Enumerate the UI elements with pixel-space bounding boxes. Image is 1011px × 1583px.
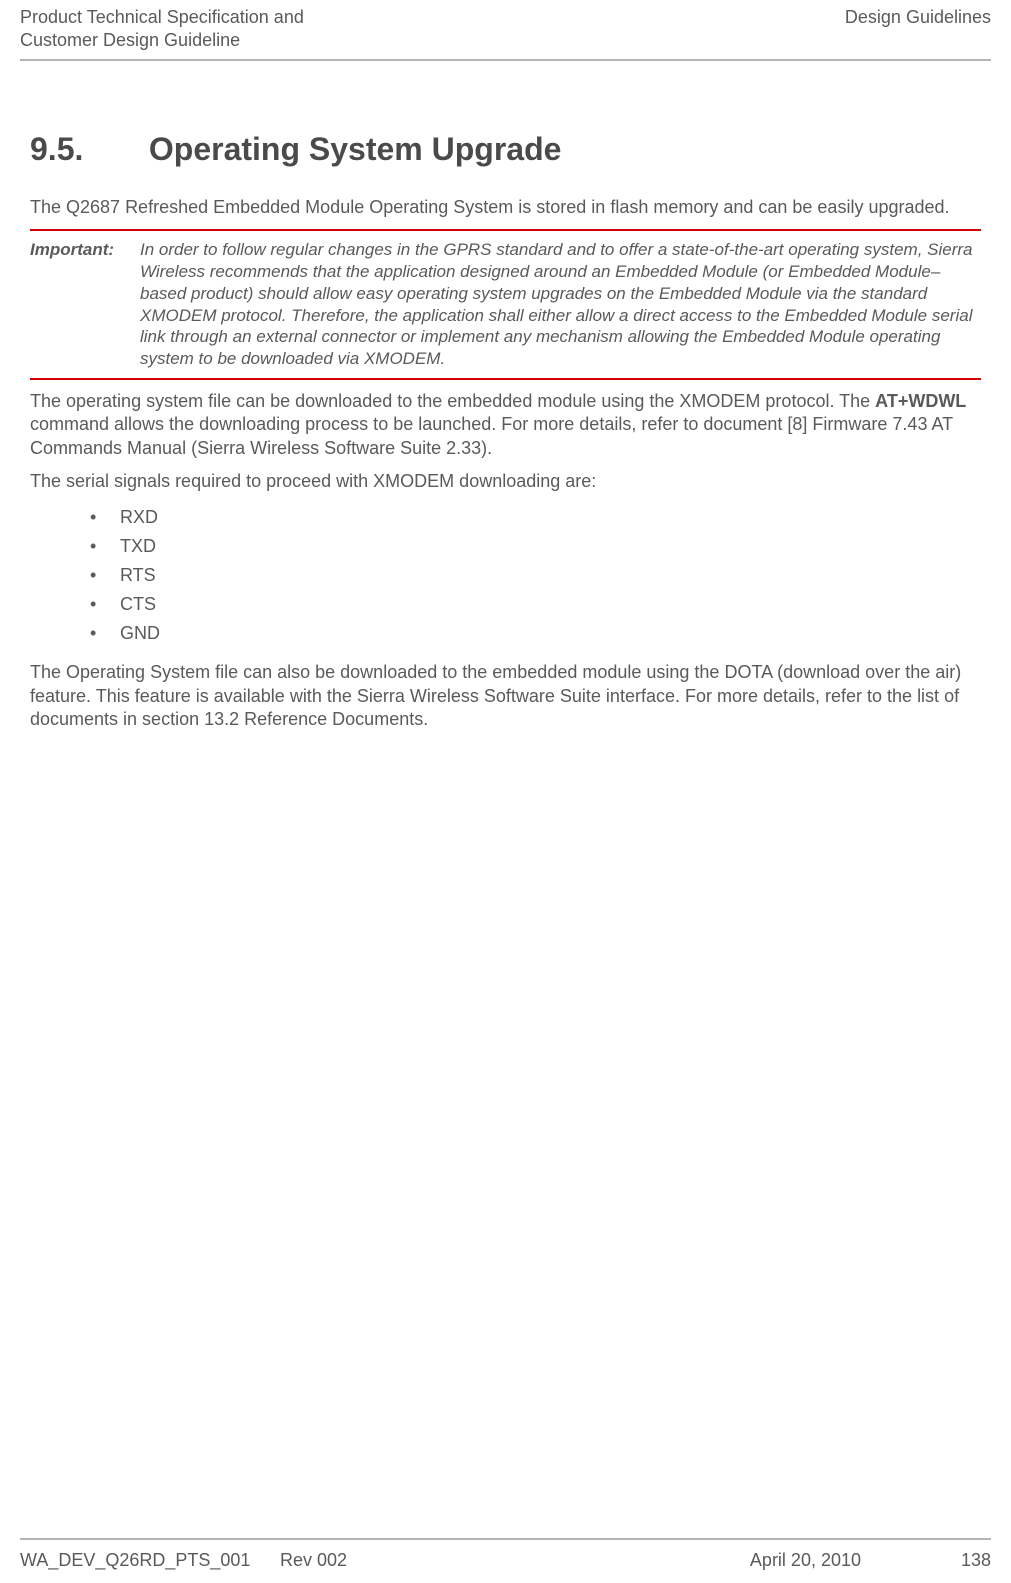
important-callout: Important: In order to follow regular ch… — [30, 229, 981, 380]
dota-paragraph: The Operating System file can also be do… — [30, 661, 981, 731]
signal-list: RXD TXD RTS CTS GND — [30, 503, 981, 647]
page-footer: WA_DEV_Q26RD_PTS_001 Rev 002 April 20, 2… — [20, 1538, 991, 1571]
at-command: AT+WDWL — [875, 391, 966, 411]
page-content: 9.5. Operating System Upgrade The Q2687 … — [20, 61, 991, 732]
footer-row: WA_DEV_Q26RD_PTS_001 Rev 002 April 20, 2… — [20, 1550, 991, 1571]
section-heading: 9.5. Operating System Upgrade — [30, 131, 981, 168]
xmodem-paragraph: The operating system file can be downloa… — [30, 390, 981, 460]
header-left-line2: Customer Design Guideline — [20, 30, 240, 50]
footer-revision: Rev 002 — [280, 1550, 480, 1571]
para2-pre: The operating system file can be downloa… — [30, 391, 875, 411]
intro-paragraph: The Q2687 Refreshed Embedded Module Oper… — [30, 196, 981, 219]
signals-intro: The serial signals required to proceed w… — [30, 470, 981, 493]
footer-document-id: WA_DEV_Q26RD_PTS_001 — [20, 1550, 280, 1571]
important-label: Important: — [30, 239, 140, 370]
footer-date: April 20, 2010 — [480, 1550, 941, 1571]
document-page: Product Technical Specification and Cust… — [0, 0, 1011, 1583]
header-right: Design Guidelines — [845, 6, 991, 29]
footer-page-number: 138 — [941, 1550, 991, 1571]
list-item: RTS — [90, 561, 981, 590]
important-text: In order to follow regular changes in th… — [140, 239, 981, 370]
header-left: Product Technical Specification and Cust… — [20, 6, 304, 51]
list-item: CTS — [90, 590, 981, 619]
header-left-line1: Product Technical Specification and — [20, 7, 304, 27]
footer-rule — [20, 1538, 991, 1540]
list-item: TXD — [90, 532, 981, 561]
page-header: Product Technical Specification and Cust… — [20, 0, 991, 51]
list-item: GND — [90, 619, 981, 648]
section-number: 9.5. — [30, 131, 140, 168]
para2-post: command allows the downloading process t… — [30, 414, 953, 457]
section-title: Operating System Upgrade — [149, 131, 562, 167]
list-item: RXD — [90, 503, 981, 532]
